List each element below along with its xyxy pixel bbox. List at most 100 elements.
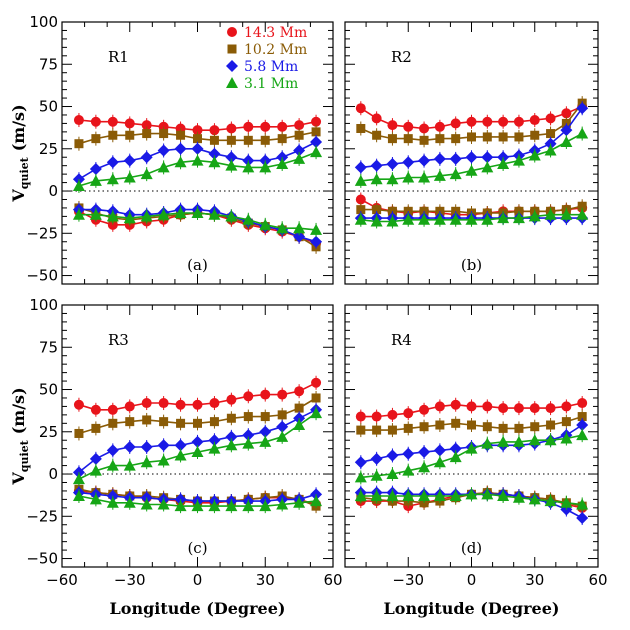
marker-p0-s3-upper-7 — [191, 154, 204, 166]
panel-tag-label: (b) — [461, 256, 482, 274]
marker-p3-s2-upper-0 — [354, 456, 367, 469]
marker-p2-s1-upper-10 — [243, 412, 253, 422]
marker-p1-s1-upper-10 — [514, 132, 524, 142]
marker-p0-s0-upper-14 — [311, 116, 322, 127]
marker-p3-s1-upper-4 — [419, 422, 429, 432]
marker-p3-s3-lower-6 — [449, 490, 462, 502]
marker-p3-s3-upper-7 — [465, 442, 478, 454]
marker-p3-s3-upper-13 — [560, 432, 573, 444]
marker-p1-s0-upper-5 — [434, 121, 445, 132]
marker-p1-s3-lower-6 — [449, 213, 462, 225]
marker-p0-s2-upper-2 — [106, 156, 119, 169]
panel-region-label: R1 — [108, 48, 129, 66]
marker-p1-s3-upper-11 — [528, 149, 541, 161]
marker-p2-s0-upper-9 — [226, 394, 237, 405]
marker-p2-s3-lower-7 — [191, 500, 204, 512]
marker-p2-s1-upper-14 — [311, 393, 321, 403]
marker-p0-s3-lower-5 — [157, 208, 170, 220]
y-axis-title-sub: quiet — [18, 439, 31, 472]
y-axis-title-unit: (m/s) — [9, 104, 28, 151]
y-axis-title-sub: quiet — [18, 156, 31, 189]
marker-p1-s3-lower-1 — [370, 215, 383, 227]
marker-p1-s3-lower-13 — [560, 208, 573, 220]
marker-p2-s0-upper-11 — [260, 389, 271, 400]
marker-p1-s1-upper-1 — [372, 130, 382, 140]
marker-p3-s0-upper-5 — [434, 401, 445, 412]
marker-p2-s0-upper-8 — [209, 398, 220, 409]
marker-p1-s3-lower-0 — [354, 213, 367, 225]
marker-p1-s3-upper-2 — [386, 173, 399, 185]
marker-p0-s3-upper-9 — [225, 159, 238, 171]
marker-p1-s1-upper-4 — [419, 135, 429, 145]
marker-p3-s3-lower-12 — [544, 495, 557, 507]
marker-p1-s3-upper-3 — [402, 171, 415, 183]
marker-p2-s0-upper-1 — [90, 404, 101, 415]
marker-p3-s0-upper-11 — [529, 403, 540, 414]
marker-p2-s1-upper-13 — [294, 403, 304, 413]
marker-p0-s0-upper-13 — [294, 120, 305, 131]
marker-p0-s3-upper-13 — [293, 152, 306, 164]
marker-p0-s1-upper-13 — [294, 130, 304, 140]
marker-p1-s0-upper-6 — [450, 118, 461, 129]
marker-p3-s3-lower-0 — [354, 490, 367, 502]
marker-p2-s1-upper-1 — [91, 423, 101, 433]
marker-p0-s3-upper-1 — [89, 174, 102, 186]
marker-p1-s3-upper-1 — [370, 173, 383, 185]
marker-p0-s1-upper-1 — [91, 134, 101, 144]
marker-p2-s2-upper-2 — [106, 444, 119, 457]
marker-p0-s2-upper-1 — [89, 163, 102, 176]
marker-p3-s1-upper-10 — [514, 423, 524, 433]
marker-p1-s0-upper-3 — [403, 121, 414, 132]
marker-p3-s0-upper-13 — [561, 401, 572, 412]
marker-p1-s0-upper-4 — [419, 123, 430, 134]
marker-p1-s1-lower-0 — [356, 205, 366, 215]
marker-p2-s2-upper-12 — [276, 420, 289, 433]
marker-p3-s1-upper-3 — [403, 423, 413, 433]
marker-p1-s3-upper-14 — [576, 127, 589, 139]
marker-p3-s1-upper-6 — [451, 418, 461, 428]
marker-p3-s0-upper-3 — [403, 408, 414, 419]
marker-p2-s3-lower-9 — [225, 500, 238, 512]
marker-p0-s1-upper-2 — [108, 130, 118, 140]
panel-region-label: R4 — [391, 331, 412, 349]
marker-p2-s3-upper-1 — [89, 464, 102, 476]
marker-p3-s3-upper-10 — [512, 435, 525, 447]
legend-label: 14.3 Mm — [244, 25, 307, 41]
marker-p3-s2-upper-2 — [386, 449, 399, 462]
x-tick-label: −30 — [392, 571, 424, 589]
marker-p0-s0-upper-9 — [226, 123, 237, 134]
marker-p1-s2-upper-5 — [433, 152, 446, 165]
marker-p0-s2-upper-4 — [140, 151, 153, 164]
marker-p0-s3-upper-0 — [72, 179, 85, 191]
marker-p0-s0-upper-4 — [141, 120, 152, 131]
marker-p3-s0-upper-8 — [482, 401, 493, 412]
marker-p1-s1-upper-9 — [498, 132, 508, 142]
marker-p3-s1-upper-14 — [577, 412, 587, 422]
marker-p3-s3-upper-5 — [433, 456, 446, 468]
marker-p3-s3-lower-13 — [560, 496, 573, 508]
marker-p0-s2-lower-13 — [293, 230, 306, 243]
marker-p0-s3-upper-10 — [242, 161, 255, 173]
marker-p1-s1-upper-0 — [356, 123, 366, 133]
marker-p0-s3-lower-1 — [89, 208, 102, 220]
panel-region-label: R3 — [108, 331, 129, 349]
marker-p2-s1-upper-9 — [226, 413, 236, 423]
marker-p1-s1-upper-5 — [435, 134, 445, 144]
marker-p1-s0-upper-12 — [545, 113, 556, 124]
marker-p0-s1-upper-14 — [311, 127, 321, 137]
marker-p2-s3-upper-9 — [225, 439, 238, 451]
panel-c: −50 −25 0 25 50 75 100 −60 −30 0 30 60 R3 (c) — [26, 296, 342, 589]
marker-p0-s3-lower-11 — [259, 218, 272, 230]
marker-p0-s3-upper-4 — [140, 168, 153, 180]
marker-p3-s3-lower-3 — [402, 490, 415, 502]
marker-p2-s3-lower-12 — [276, 498, 289, 510]
marker-p0-s1-upper-9 — [226, 135, 236, 145]
marker-p2-s0-upper-13 — [294, 386, 305, 397]
marker-p1-s2-upper-7 — [465, 151, 478, 164]
marker-p3-s0-upper-1 — [371, 411, 382, 422]
marker-p0-s3-lower-13 — [293, 222, 306, 234]
marker-p2-s0-upper-7 — [192, 399, 203, 410]
marker-p3-s0-upper-6 — [450, 399, 461, 410]
marker-p3-s3-upper-2 — [386, 468, 399, 480]
marker-p2-s3-lower-3 — [123, 496, 136, 508]
